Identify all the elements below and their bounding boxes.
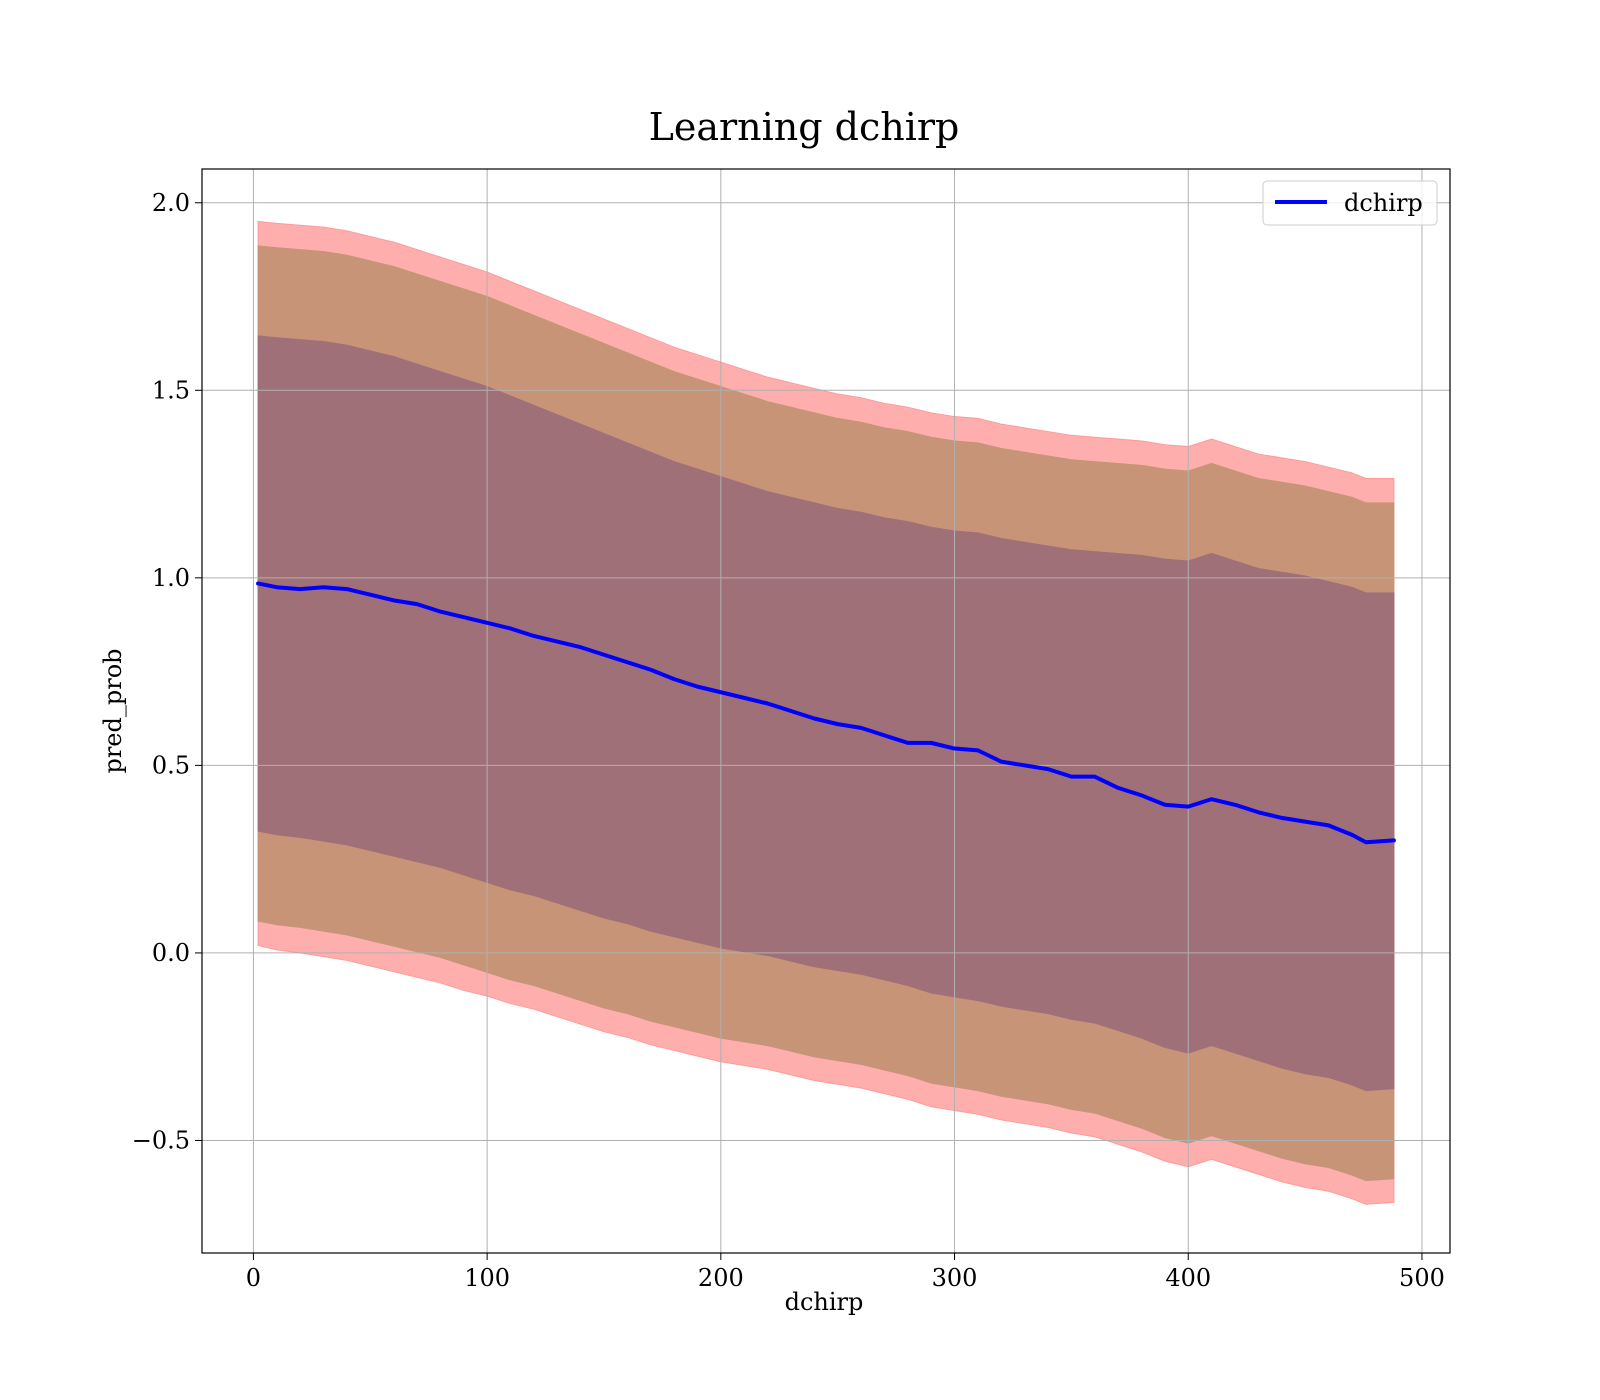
series-lines	[256, 581, 1396, 845]
legend: dchirp	[1262, 180, 1438, 226]
grid	[202, 169, 1450, 1253]
legend-box	[1262, 180, 1438, 226]
y-tick-label-3: 1.0	[152, 564, 190, 592]
y-tick-label-4: 1.5	[152, 376, 190, 404]
x-tick-label-5: 500	[1399, 1264, 1445, 1292]
x-tick-label-1: 100	[464, 1264, 510, 1292]
series-line-dchirp	[256, 581, 1396, 845]
plot-frame	[201, 168, 1451, 1254]
y-tick-label-0: −0.5	[132, 1126, 190, 1154]
x-tick-label-0: 0	[246, 1264, 261, 1292]
x-tick-label-3: 300	[932, 1264, 978, 1292]
plot-area	[201, 168, 1451, 1254]
y-tick-label-5: 2.0	[152, 189, 190, 217]
y-axis-label: pred_prob	[99, 648, 127, 773]
legend-label-dchirp: dchirp	[1344, 189, 1423, 217]
y-tick-label-1: 0.0	[152, 939, 190, 967]
chart-title: Learning dchirp	[649, 105, 960, 149]
x-tick-label-4: 400	[1165, 1264, 1211, 1292]
y-axis-ticks: −0.5 0.0 0.5 1.0 1.5 2.0	[132, 189, 202, 1154]
confidence-bands	[257, 220, 1395, 1205]
band-1sigma	[257, 335, 1395, 1092]
x-tick-label-2: 200	[698, 1264, 744, 1292]
y-tick-label-2: 0.5	[152, 751, 190, 779]
x-axis-label: dchirp	[785, 1288, 864, 1316]
x-axis-ticks: 0 100 200 300 400 500	[246, 1253, 1445, 1292]
